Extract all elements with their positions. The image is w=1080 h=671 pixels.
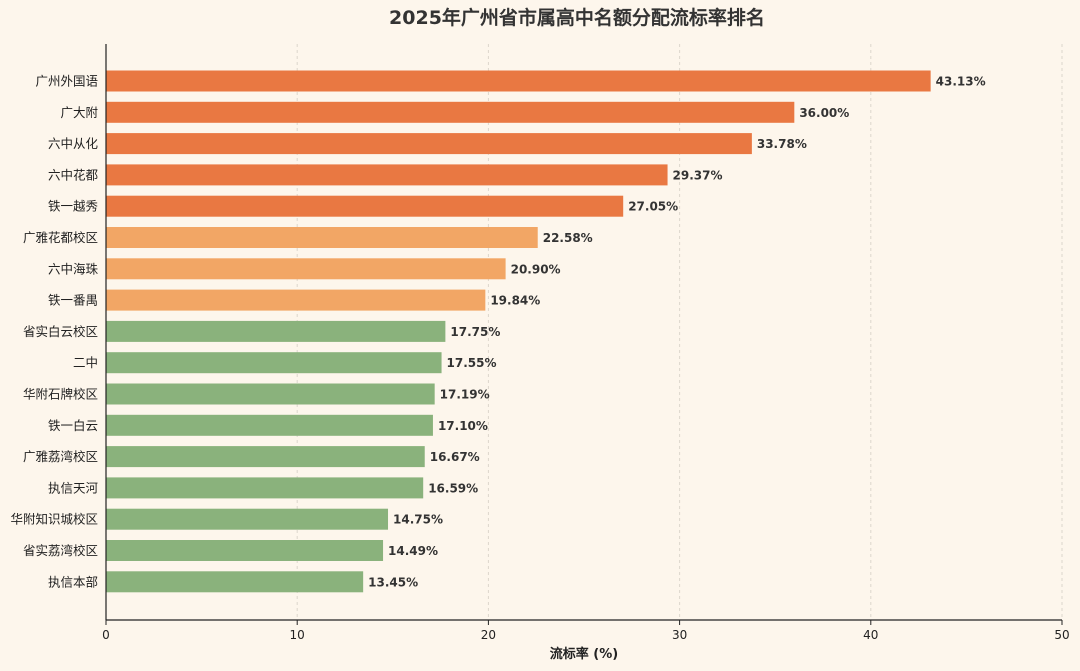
bar-10 (106, 383, 435, 405)
bar-15 (106, 540, 384, 561)
value-label-0: 43.13% (936, 75, 986, 89)
category-label-14: 华附知识城校区 (10, 512, 98, 527)
bar-13 (106, 477, 424, 499)
category-label-13: 执信天河 (48, 480, 99, 495)
value-label-9: 17.55% (447, 356, 497, 370)
bar-4 (106, 195, 624, 217)
category-label-5: 广雅花都校区 (23, 230, 98, 245)
bar-11 (106, 414, 433, 436)
value-label-6: 20.90% (511, 262, 561, 276)
x-tick-label-5: 50 (1054, 628, 1069, 642)
value-label-3: 29.37% (673, 168, 723, 182)
x-tick-label-1: 10 (290, 628, 305, 642)
category-label-7: 铁一番禺 (48, 293, 98, 308)
bar-6 (106, 258, 506, 280)
category-label-1: 广大附 (60, 105, 98, 120)
value-label-16: 13.45% (368, 575, 418, 589)
bar-3 (106, 164, 668, 186)
bar-9 (106, 352, 442, 374)
category-label-12: 广雅荔湾校区 (23, 449, 98, 464)
chart-title: 2025年广州省市属高中名额分配流标率排名 (389, 6, 765, 29)
bar-12 (106, 446, 425, 468)
value-label-8: 17.75% (450, 325, 500, 339)
value-label-5: 22.58% (543, 231, 593, 245)
value-label-11: 17.10% (438, 419, 488, 433)
value-label-14: 14.75% (393, 513, 443, 527)
x-axis-title: 流标率 (%) (550, 646, 618, 662)
bar-16 (106, 571, 364, 593)
bars: 广州外国语 43.13% 广大附 36.00% 六中从化 33.78% 六中花都 29.37%… (10, 70, 986, 593)
value-label-10: 17.19% (440, 388, 490, 402)
category-label-8: 省实白云校区 (23, 324, 98, 339)
category-label-15: 省实荔湾校区 (23, 543, 98, 558)
value-label-15: 14.49% (388, 544, 438, 558)
category-label-0: 广州外国语 (35, 74, 98, 89)
bar-14 (106, 508, 389, 530)
value-label-2: 33.78% (757, 137, 807, 151)
category-label-3: 六中花都 (48, 167, 99, 182)
x-tick-label-3: 30 (672, 628, 687, 642)
category-label-2: 六中从化 (48, 136, 99, 151)
value-label-4: 27.05% (628, 200, 678, 214)
category-label-11: 铁一白云 (48, 418, 98, 433)
x-tick-label-4: 40 (863, 628, 878, 642)
x-tick-label-0: 0 (102, 628, 110, 642)
value-label-12: 16.67% (430, 450, 480, 464)
value-label-7: 19.84% (490, 294, 540, 308)
axes: 0 10 20 30 40 50 (102, 44, 1070, 642)
bar-1 (106, 101, 795, 123)
x-tick-label-2: 20 (481, 628, 496, 642)
category-label-16: 执信本部 (48, 574, 98, 589)
bar-2 (106, 133, 752, 155)
category-label-6: 六中海珠 (48, 261, 99, 276)
value-label-1: 36.00% (799, 106, 849, 120)
bar-5 (106, 227, 538, 248)
bar-0 (106, 70, 931, 92)
category-label-10: 华附石牌校区 (23, 387, 98, 402)
value-label-13: 16.59% (428, 481, 478, 495)
category-label-4: 铁一越秀 (48, 199, 99, 214)
bar-8 (106, 320, 446, 342)
bar-7 (106, 289, 486, 311)
category-label-9: 二中 (73, 355, 98, 370)
